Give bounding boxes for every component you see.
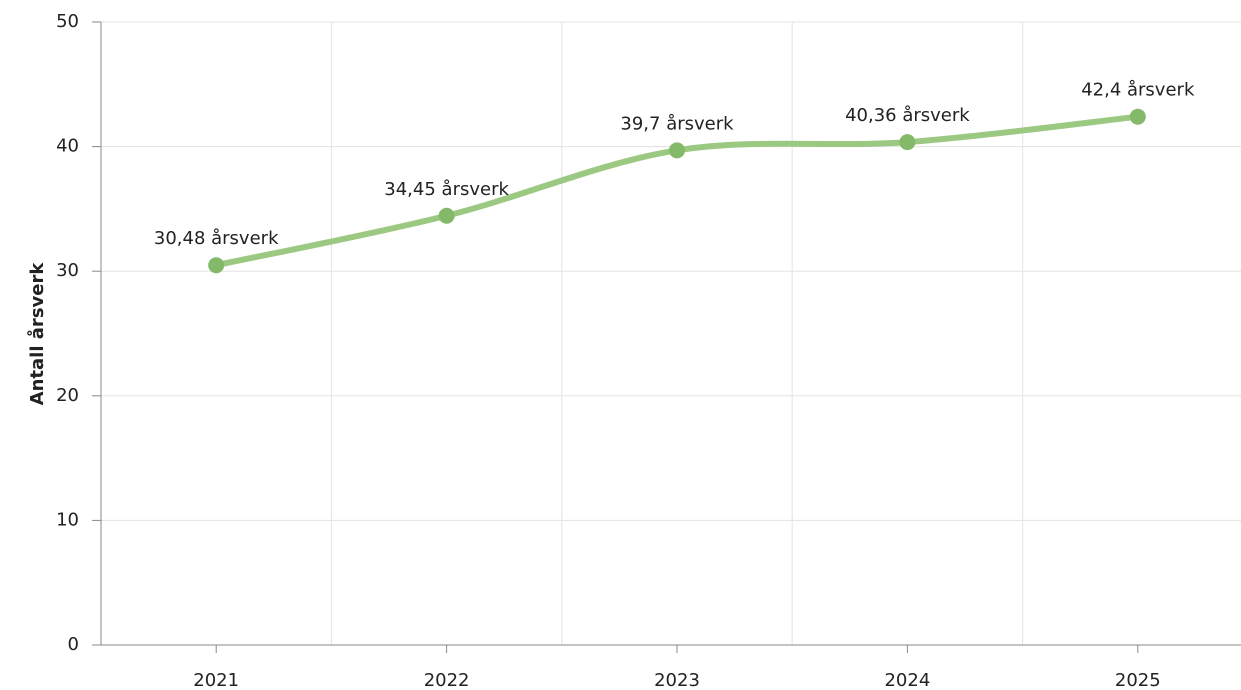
x-tick-label: 2022 — [424, 670, 470, 690]
x-tick-label: 2024 — [884, 670, 930, 690]
y-tick-label: 30 — [56, 260, 79, 281]
y-tick-label: 20 — [56, 385, 79, 406]
data-label: 34,45 årsverk — [384, 179, 509, 200]
data-label: 30,48 årsverk — [154, 228, 279, 249]
data-label: 40,36 årsverk — [845, 105, 970, 126]
marker — [899, 134, 916, 151]
y-tick-label: 10 — [56, 509, 79, 530]
y-tick-label: 0 — [68, 634, 79, 655]
y-tick-label: 50 — [56, 11, 79, 32]
x-tick-label: 2021 — [193, 670, 239, 690]
data-label: 42,4 årsverk — [1081, 80, 1195, 101]
data-label: 39,7 årsverk — [620, 113, 734, 134]
x-tick-label: 2025 — [1115, 670, 1161, 690]
y-tick-label: 40 — [56, 136, 79, 157]
marker — [208, 257, 225, 274]
x-tick-label: 2023 — [654, 670, 700, 690]
line — [213, 113, 1141, 269]
marker — [669, 142, 685, 159]
y-axis-label: Antall årsverk — [26, 262, 48, 406]
marker — [1129, 108, 1146, 125]
marker — [438, 207, 455, 224]
